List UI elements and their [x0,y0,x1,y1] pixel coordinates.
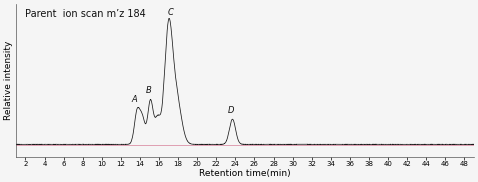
Text: A: A [131,95,137,104]
Y-axis label: Relative intensity: Relative intensity [4,41,13,120]
X-axis label: Retention time(min): Retention time(min) [199,169,291,178]
Text: B: B [146,86,152,95]
Text: C: C [168,8,174,17]
Text: D: D [228,106,234,115]
Text: Parent  ion scan m’z 184: Parent ion scan m’z 184 [25,9,146,19]
